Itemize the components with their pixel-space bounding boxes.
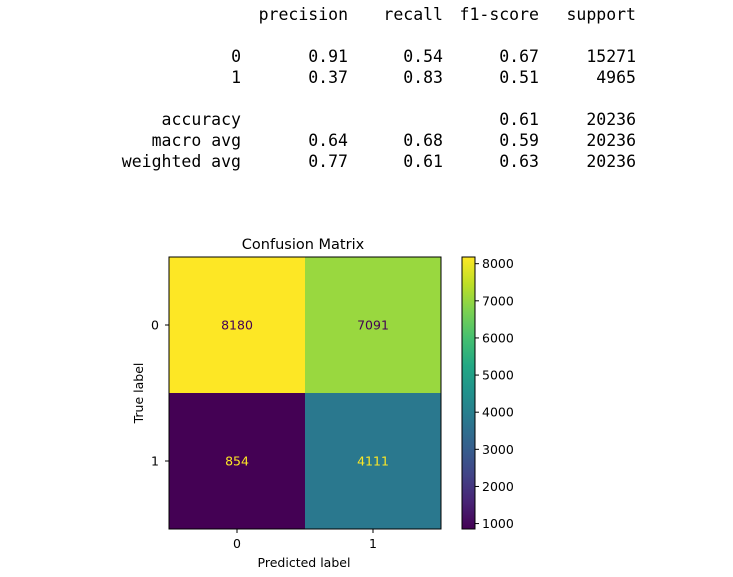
chart-title: Confusion Matrix [242,237,365,253]
colorbar-tick-label: 4000 [482,405,514,420]
colorbar-tick-label: 5000 [482,368,514,383]
classification-report: precision recall f1-score support 0 0.91 0.54 0… [0,0,733,190]
y-axis-label: True label [131,363,146,425]
report-cell-recall: 0.83 [403,68,443,87]
matrix-cell-label: 854 [225,454,249,469]
report-cell-recall: 0.54 [403,47,443,66]
report-cell-f1: 0.63 [499,152,539,171]
report-cell-label: 1 [231,68,241,87]
colorbar-tick-label: 8000 [482,256,514,271]
colorbar [461,256,476,530]
colorbar-tick-label: 3000 [482,442,514,457]
report-cell-label: accuracy [161,110,241,129]
report-cell-f1: 0.67 [499,47,539,66]
colorbar-tick-label: 7000 [482,293,514,308]
report-cell-precision: 0.37 [308,68,348,87]
report-cell-support: 20236 [586,152,636,171]
x-tick-label: 1 [369,536,377,551]
report-cell-label: macro avg [151,131,241,150]
matrix-cell [169,257,305,393]
matrix-cell [169,393,305,529]
report-cell-label: weighted avg [121,152,241,171]
colorbar-tick-label: 1000 [482,516,514,531]
report-cell-support: 15271 [586,47,636,66]
colorbar-tick-label: 2000 [482,479,514,494]
x-tick-label: 0 [233,536,241,551]
report-header-f1-score: f1-score [459,5,539,24]
y-tick-label: 0 [151,318,159,333]
x-axis-label: Predicted label [258,555,351,570]
report-cell-recall: 0.68 [403,131,443,150]
report-cell-support: 20236 [586,131,636,150]
report-cell-f1: 0.59 [499,131,539,150]
report-header-precision: precision [258,5,348,24]
matrix-cell-label: 8180 [221,318,253,333]
report-cell-label: 0 [231,47,241,66]
matrix-cell [305,257,441,393]
report-cell-support: 20236 [586,110,636,129]
report-cell-recall: 0.61 [403,152,443,171]
report-cell-precision: 0.77 [308,152,348,171]
report-header-support: support [566,5,636,24]
report-cell-f1: 0.51 [499,68,539,87]
report-cell-f1: 0.61 [499,110,539,129]
report-cell-precision: 0.64 [308,131,348,150]
report-header-recall: recall [383,5,443,24]
matrix-cell-label: 4111 [357,454,389,469]
report-cell-precision: 0.91 [308,47,348,66]
colorbar-tick-label: 6000 [482,330,514,345]
report-cell-support: 4965 [596,68,636,87]
matrix-frame [168,256,442,530]
matrix-cell [305,393,441,529]
matrix-cell-label: 7091 [357,318,389,333]
y-tick-label: 1 [151,454,159,469]
